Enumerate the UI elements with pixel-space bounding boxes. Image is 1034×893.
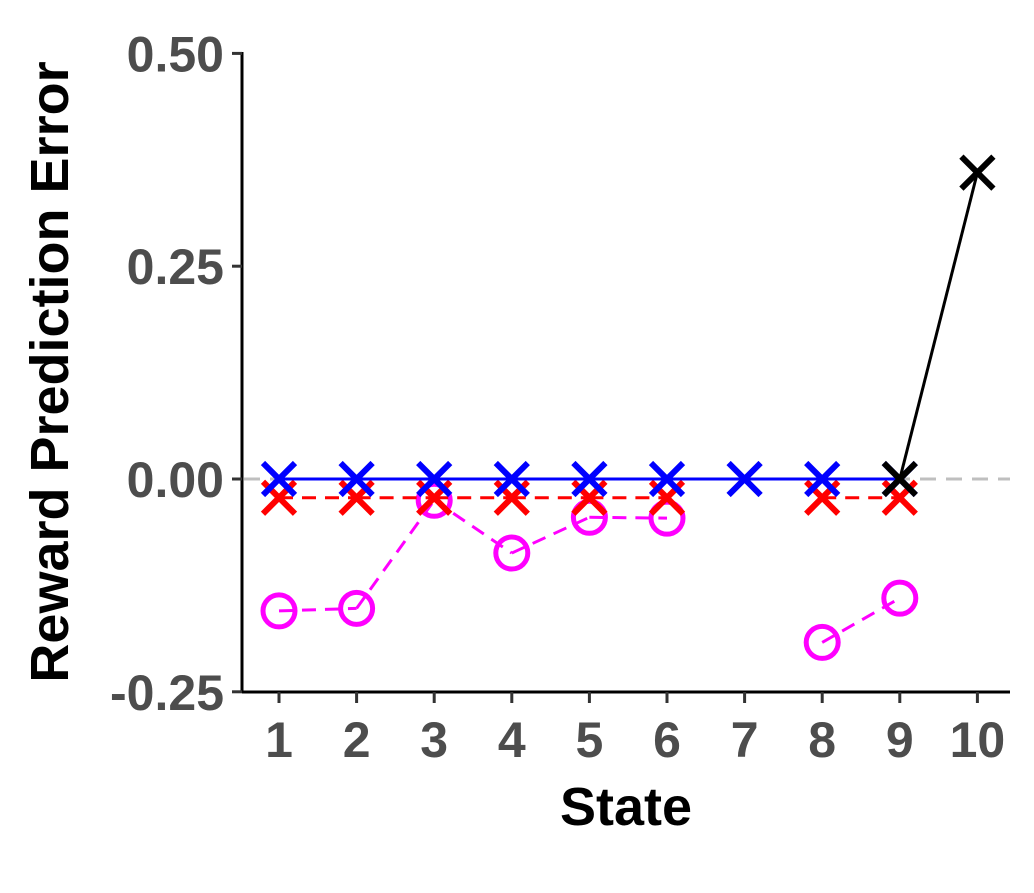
series-line-segment bbox=[898, 172, 979, 480]
x-axis-title: State bbox=[560, 777, 692, 837]
y-tick-label: 0.00 bbox=[127, 452, 224, 508]
data-point bbox=[648, 499, 686, 537]
y-ticks: -0.25 0.00 0.25 0.50 bbox=[110, 26, 242, 721]
x-tick-label: 6 bbox=[653, 712, 681, 768]
x-tick-label: 5 bbox=[575, 712, 603, 768]
x-tick-label: 7 bbox=[731, 712, 759, 768]
x-tick-label: 8 bbox=[808, 712, 836, 768]
series-line-segment bbox=[589, 515, 668, 520]
data-point bbox=[493, 534, 531, 572]
series-line-segment bbox=[821, 596, 901, 644]
data-point bbox=[338, 460, 375, 498]
series-line-segment bbox=[511, 515, 591, 555]
data-point bbox=[804, 460, 841, 498]
data-point bbox=[648, 460, 686, 498]
x-tick-label: 10 bbox=[950, 712, 1006, 768]
x-tick-label: 2 bbox=[343, 712, 371, 768]
data-point bbox=[959, 154, 996, 191]
y-tick-label: 0.25 bbox=[127, 239, 224, 295]
x-ticks: 1 2 3 4 5 6 7 8 9 10 bbox=[265, 692, 1005, 768]
series-line-segment bbox=[355, 499, 436, 610]
series-0 bbox=[260, 481, 919, 661]
data-point bbox=[881, 579, 919, 617]
series-2 bbox=[260, 460, 918, 498]
data-point bbox=[260, 460, 298, 498]
data-point bbox=[416, 460, 453, 498]
data-point bbox=[803, 623, 841, 661]
data-point bbox=[338, 589, 376, 627]
data-point bbox=[415, 481, 453, 519]
y-tick-label: 0.50 bbox=[127, 26, 224, 82]
y-axis-title: Reward Prediction Error bbox=[20, 61, 80, 682]
x-tick-label: 4 bbox=[498, 712, 526, 768]
data-point bbox=[726, 460, 763, 498]
data-point bbox=[571, 460, 608, 498]
series-group bbox=[260, 154, 996, 661]
series-3 bbox=[881, 154, 996, 498]
series-line-segment bbox=[278, 606, 357, 613]
data-point bbox=[881, 460, 918, 498]
x-tick-label: 1 bbox=[265, 712, 293, 768]
x-tick-label: 9 bbox=[886, 712, 914, 768]
data-point bbox=[260, 592, 298, 630]
data-point bbox=[493, 460, 530, 498]
y-tick-label: -0.25 bbox=[110, 665, 224, 721]
x-tick-label: 3 bbox=[420, 712, 448, 768]
